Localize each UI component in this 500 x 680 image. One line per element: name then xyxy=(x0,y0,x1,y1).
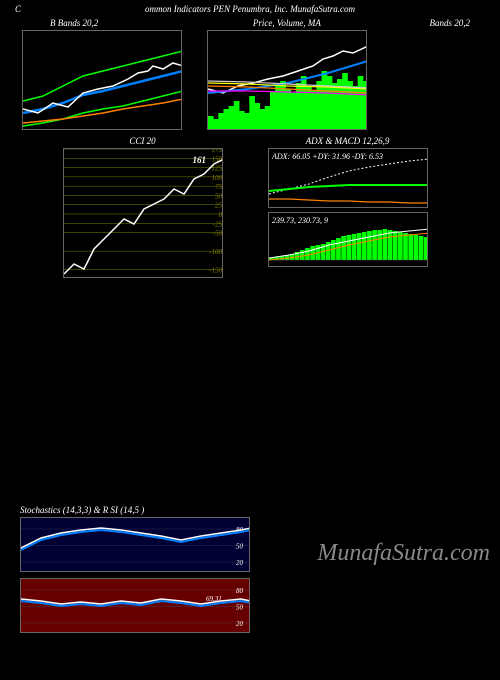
cci-panel: CCI 20 1751501251007550250-25-50-100-150… xyxy=(63,136,223,278)
svg-text:50: 50 xyxy=(215,192,223,200)
svg-text:-25: -25 xyxy=(212,220,222,228)
rsi-chart: 80 50 20 69.31 xyxy=(20,578,250,633)
svg-text:161: 161 xyxy=(192,155,206,165)
page-header: C ommon Indicators PEN Penumbra, Inc. Mu… xyxy=(0,0,500,18)
svg-text:-175: -175 xyxy=(209,276,222,278)
macd-chart: 239.73, 230.73, 9 xyxy=(268,212,428,267)
svg-text:-150: -150 xyxy=(209,267,222,275)
svg-text:ADX: 66.05 +DY: 31.96 -DY: 6: ADX: 66.05 +DY: 31.96 -DY: 6.53 xyxy=(271,152,383,161)
cci-title: CCI 20 xyxy=(63,136,223,146)
svg-text:20: 20 xyxy=(236,559,244,567)
svg-text:50: 50 xyxy=(236,543,244,551)
stoch-chart: 805020 xyxy=(20,517,250,572)
bbands-right-label: Bands 20,2 xyxy=(379,18,490,130)
svg-text:25: 25 xyxy=(215,202,223,210)
svg-text:-100: -100 xyxy=(209,248,222,256)
bbands-panel: B Bands 20,2 xyxy=(10,18,195,130)
svg-text:69.31: 69.31 xyxy=(206,595,222,603)
price-title: Price, Volume, MA xyxy=(195,18,380,28)
header-title: ommon Indicators PEN Penumbra, Inc. Muna… xyxy=(145,4,355,14)
adx-chart: ADX: 66.05 +DY: 31.96 -DY: 6.53 xyxy=(268,148,428,208)
bbands-title: B Bands 20,2 xyxy=(10,18,195,28)
svg-text:80: 80 xyxy=(236,587,244,595)
svg-text:20: 20 xyxy=(236,620,244,628)
svg-text:239.73, 230.73, 9: 239.73, 230.73, 9 xyxy=(272,216,328,225)
price-panel: Price, Volume, MA xyxy=(195,18,380,130)
svg-text:50: 50 xyxy=(236,604,244,612)
svg-text:0: 0 xyxy=(218,211,222,219)
svg-text:100: 100 xyxy=(211,174,222,182)
bbands-chart xyxy=(22,30,182,130)
adx-macd-title: ADX & MACD 12,26,9 xyxy=(268,136,428,146)
row-3: Stochastics (14,3,3) & R SI (14,5 ) 80 50… xyxy=(20,505,480,633)
row-2: CCI 20 1751501251007550250-25-50-100-150… xyxy=(0,136,500,278)
cci-chart: 1751501251007550250-25-50-100-150-175161 xyxy=(63,148,223,278)
price-chart xyxy=(207,30,367,130)
adx-macd-panel: ADX & MACD 12,26,9 ADX: 66.05 +DY: 31.96… xyxy=(268,136,428,278)
stoch-rsi-title: Stochastics (14,3,3) & R SI (14,5 ) xyxy=(20,505,480,515)
svg-text:175: 175 xyxy=(211,149,222,154)
svg-text:-50: -50 xyxy=(212,230,222,238)
header-c: C xyxy=(15,4,21,14)
svg-text:75: 75 xyxy=(215,183,223,191)
row-1: B Bands 20,2 Price, Volume, MA Bands 20,… xyxy=(0,18,500,130)
